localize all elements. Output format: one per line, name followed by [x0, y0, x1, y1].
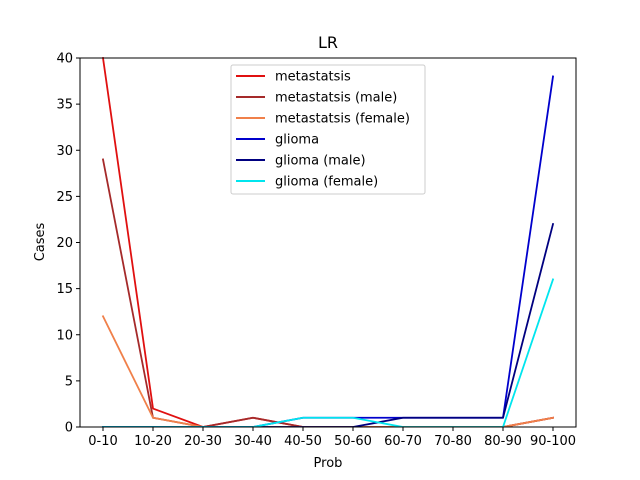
- y-tick-label: 25: [56, 190, 73, 205]
- x-tick-label: 50-60: [334, 434, 372, 449]
- x-tick-label: 30-40: [234, 434, 272, 449]
- y-tick-label: 30: [56, 144, 73, 159]
- series-line-2: [101, 315, 555, 427]
- legend-label: metastatsis (female): [275, 112, 410, 127]
- chart-title: LR: [318, 33, 338, 52]
- y-axis-label: Cases: [33, 222, 48, 261]
- y-axis: 0 5 10 15 20 25 30 35 40: [56, 52, 80, 436]
- legend-label: glioma: [275, 133, 319, 148]
- y-tick-label: 5: [65, 374, 73, 389]
- y-tick-label: 40: [56, 52, 73, 67]
- series-line-0: [101, 57, 555, 427]
- x-tick-label: 70-80: [434, 434, 472, 449]
- series-layer: [101, 57, 555, 427]
- y-tick-label: 0: [65, 421, 73, 436]
- x-axis: 0-10 10-20 20-30 30-40 40-50 50-60 60-70 70-80 8…: [88, 427, 576, 449]
- x-tick-label: 60-70: [384, 434, 422, 449]
- x-tick-label: 40-50: [284, 434, 322, 449]
- x-tick-label: 10-20: [134, 434, 172, 449]
- x-tick-label: 20-30: [184, 434, 222, 449]
- x-tick-label: 90-100: [530, 434, 576, 449]
- y-tick-label: 10: [56, 328, 73, 343]
- x-axis-label: Prob: [314, 456, 343, 471]
- legend: metastatsis metastatsis (male) metastatsis…: [230, 64, 426, 195]
- legend-label: metastatsis: [275, 70, 351, 85]
- series-line-1: [101, 158, 555, 427]
- legend-box: [230, 64, 426, 195]
- x-tick-label: 0-10: [88, 434, 118, 449]
- legend-label: glioma (female): [275, 175, 378, 190]
- series-line-5: [102, 278, 555, 427]
- series-line-4: [102, 222, 555, 427]
- y-tick-label: 15: [56, 282, 73, 297]
- y-tick-label: 35: [56, 98, 73, 113]
- legend-label: metastatsis (male): [275, 91, 397, 106]
- legend-label: glioma (male): [275, 154, 366, 169]
- x-tick-label: 80-90: [484, 434, 522, 449]
- y-tick-label: 20: [56, 236, 73, 251]
